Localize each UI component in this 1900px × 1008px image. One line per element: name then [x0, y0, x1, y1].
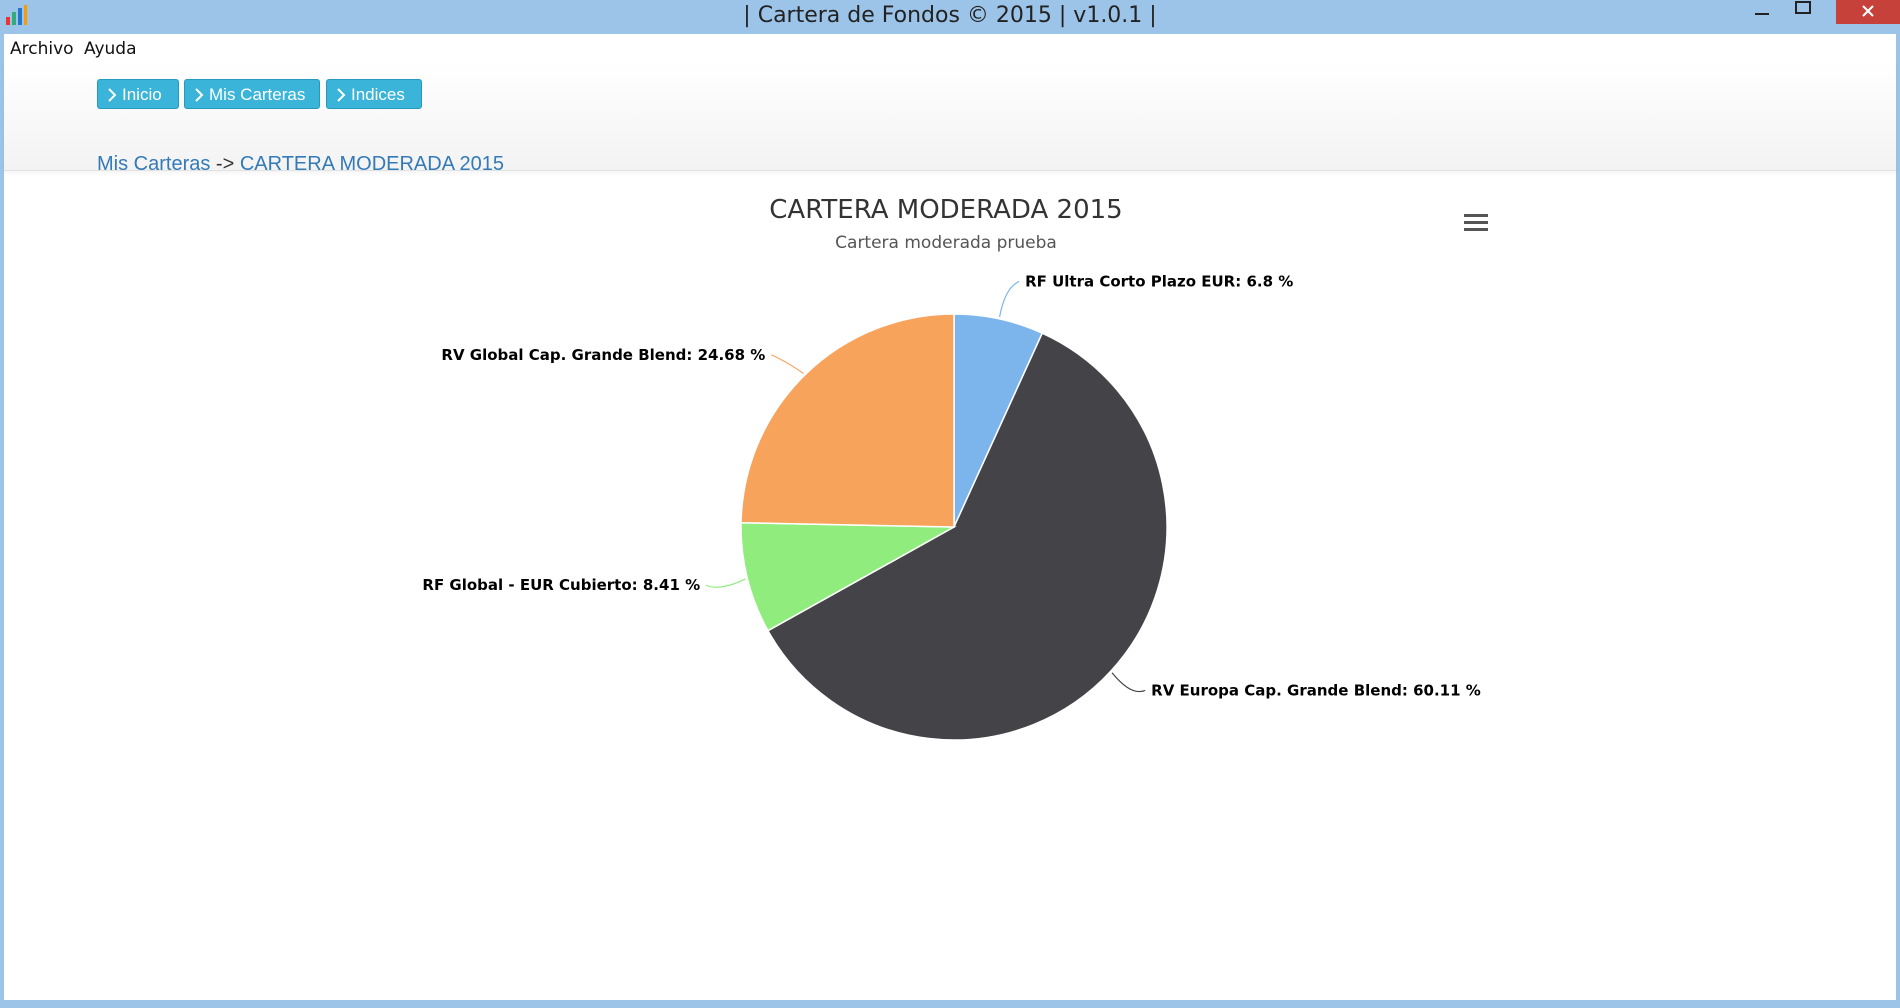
title-bar: | Cartera de Fondos © 2015 | v1.0.1 |	[0, 0, 1900, 34]
label-connector	[771, 354, 804, 374]
data-label: RF Ultra Corto Plazo EUR: 6.8 %	[1025, 272, 1293, 290]
breadcrumb-link[interactable]: Mis Carteras	[97, 153, 211, 175]
maximize-button[interactable]	[1793, 0, 1813, 20]
toolbar: Inicio Mis Carteras Indices	[4, 62, 1896, 171]
label-connector	[998, 280, 1020, 317]
chart-title: CARTERA MODERADA 2015	[769, 195, 1122, 225]
pie-slice	[740, 521, 957, 632]
breadcrumb-current: CARTERA MODERADA 2015	[239, 153, 504, 175]
pie-slice	[740, 313, 955, 528]
breadcrumb-separator: ->	[215, 153, 235, 175]
breadcrumb: Mis Carteras -> CARTERA MODERADA 2015	[97, 153, 504, 176]
nav-button[interactable]: Indices	[326, 79, 422, 109]
minimize-button[interactable]	[1752, 2, 1772, 22]
pie-slice	[766, 332, 1168, 741]
chart: CARTERA MODERADA 2015 Cartera moderada p…	[422, 195, 1488, 741]
window-title: | Cartera de Fondos © 2015 | v1.0.1 |	[743, 3, 1157, 28]
data-label: RV Global Cap. Grande Blend: 24.68 %	[441, 346, 765, 364]
chart-subtitle: Cartera moderada prueba	[835, 233, 1057, 253]
menu-item[interactable]: Archivo	[10, 39, 74, 59]
export-menu-button[interactable]	[1464, 214, 1488, 231]
menu-bar: Archivo Ayuda	[4, 34, 1896, 62]
nav-button[interactable]: Mis Carteras	[184, 79, 320, 109]
close-button[interactable]	[1836, 0, 1900, 24]
app-icon	[6, 5, 27, 25]
window-client: Archivo Ayuda Inicio Mis Carteras Indice…	[4, 34, 1896, 1000]
data-label: RF Global - EUR Cubierto: 8.41 %	[422, 576, 700, 594]
data-label: RV Europa Cap. Grande Blend: 60.11 %	[1151, 681, 1481, 699]
menu-item[interactable]: Ayuda	[84, 39, 137, 59]
label-connector	[1111, 672, 1146, 693]
nav-button[interactable]: Inicio	[97, 79, 179, 109]
label-connector	[705, 578, 746, 588]
